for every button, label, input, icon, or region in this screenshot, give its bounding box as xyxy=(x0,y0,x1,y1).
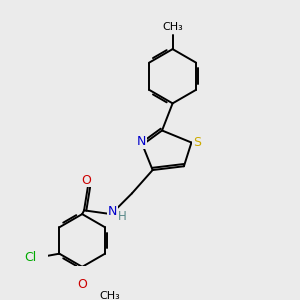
Text: CH₃: CH₃ xyxy=(99,291,120,300)
Text: H: H xyxy=(118,210,127,223)
Text: S: S xyxy=(193,136,201,149)
Text: Cl: Cl xyxy=(24,251,37,264)
Text: CH₃: CH₃ xyxy=(162,22,183,32)
Text: O: O xyxy=(81,174,91,187)
Text: O: O xyxy=(77,278,87,291)
Text: N: N xyxy=(108,205,117,218)
Text: N: N xyxy=(137,135,146,148)
